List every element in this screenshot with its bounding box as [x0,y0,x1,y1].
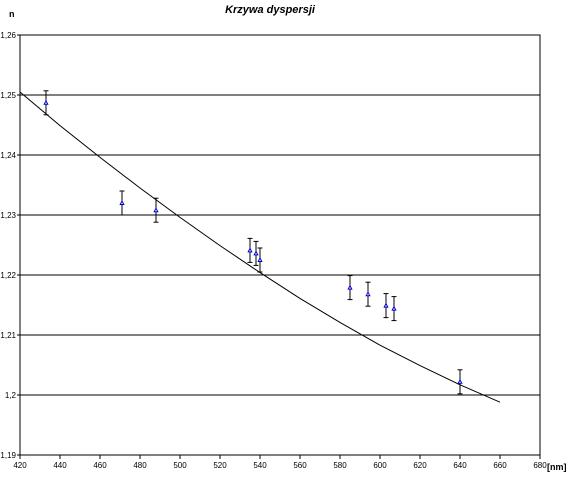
y-tick-label: 1,26 [0,31,16,40]
point-marker [365,291,371,297]
fit-line [19,91,501,403]
y-tick-label: 1,23 [0,211,16,220]
data-point [153,197,159,223]
x-tick-label: 440 [53,461,67,470]
fit-curve [19,91,501,403]
x-tick-label: 520 [213,461,227,470]
point-marker [153,207,159,213]
x-tick-label: 460 [93,461,107,470]
y-axis-label: n [9,9,15,19]
point-marker [253,250,259,256]
data-point [365,281,371,307]
data-point [347,275,353,301]
y-tick-label: 1,22 [0,271,16,280]
x-tick-label: 640 [453,461,467,470]
data-point [383,293,389,319]
y-tick-label: 1,25 [0,91,16,100]
point-marker [391,305,397,311]
y-tick-label: 1,19 [0,451,16,460]
point-marker [383,302,389,308]
x-tick-label: 500 [173,461,187,470]
point-marker [119,199,125,205]
data-point [391,296,397,322]
x-tick-label: 600 [373,461,387,470]
x-tick-label: 560 [293,461,307,470]
chart-title: Krzywa dyspersji [225,4,316,16]
data-point [257,247,263,273]
x-tick-label: 680 [533,461,547,470]
x-axis-label: [nm] [547,462,567,472]
x-tick-label: 480 [133,461,147,470]
data-point [43,90,49,116]
data-point [247,237,253,263]
y-tick-label: 1,24 [0,151,16,160]
x-tick-label: 540 [253,461,267,470]
axes [17,34,541,459]
x-tick-label: 420 [13,461,27,470]
y-tick-label: 1,21 [0,331,16,340]
data-point [119,190,125,216]
point-marker [257,256,263,262]
y-tick-label: 1,2 [5,391,17,400]
point-marker [347,284,353,290]
point-marker [457,378,463,384]
x-tick-label: 580 [333,461,347,470]
data-point [253,240,259,266]
plot-frame [19,34,541,456]
gridlines [20,94,540,396]
x-tick-label: 620 [413,461,427,470]
point-marker [43,99,49,105]
data-points [43,90,463,395]
point-marker [247,247,253,253]
data-point [457,369,463,395]
x-tick-label: 660 [493,461,507,470]
y-tick-labels: 1,19 1,2 1,21 1,22 1,23 1,24 1,25 1,26 [0,31,16,460]
x-tick-labels: 420 440 460 480 500 520 540 560 580 600 620 640 660 6… [13,461,547,470]
